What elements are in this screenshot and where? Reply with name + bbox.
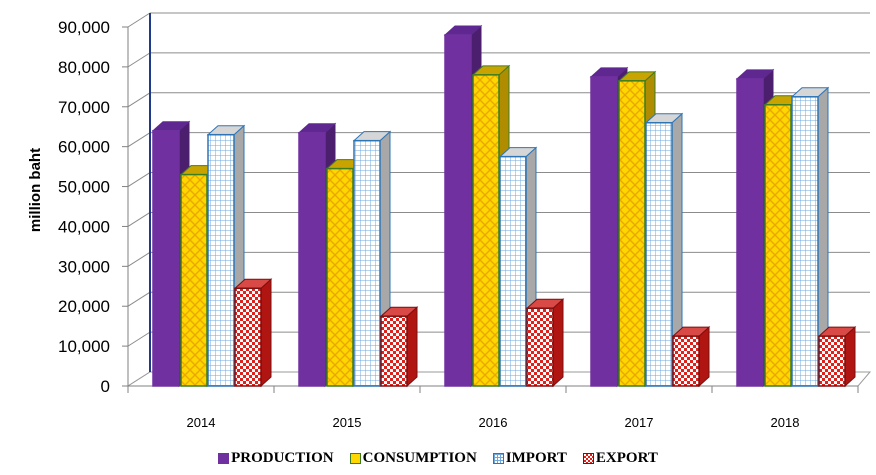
legend-item-export: EXPORT	[582, 450, 658, 467]
bar-import-2016	[498, 146, 538, 388]
y-tick-label: 70,000	[58, 98, 110, 117]
x-tick-label: 2017	[625, 415, 654, 430]
y-tick-label: 50,000	[58, 178, 110, 197]
bar-front	[526, 307, 554, 387]
gridline	[127, 92, 151, 108]
legend-item-import: IMPORT	[492, 450, 567, 467]
bar-export-2016	[525, 298, 565, 388]
bar-front	[234, 287, 262, 387]
y-tick-label: 80,000	[58, 58, 110, 77]
bars	[151, 24, 857, 388]
bar-front	[353, 139, 381, 387]
bar-front	[207, 133, 235, 387]
y-tick-label: 60,000	[58, 138, 110, 157]
bar-side	[698, 326, 710, 388]
bar-front	[818, 335, 846, 387]
bar-front	[791, 96, 819, 387]
bar-import-2017	[644, 112, 684, 388]
gridline	[127, 291, 151, 307]
bar-side	[406, 306, 418, 388]
bar-front	[380, 315, 408, 387]
gridline	[127, 12, 151, 28]
y-tick-label: 90,000	[58, 18, 110, 37]
y-axis-label: million baht	[27, 148, 44, 232]
legend-label: PRODUCTION	[231, 450, 334, 466]
bar-front	[298, 131, 326, 387]
bar-export-2014	[233, 278, 273, 388]
bar-side	[552, 298, 564, 388]
x-tick-label: 2018	[771, 415, 800, 430]
gridline	[127, 132, 151, 148]
x-tick-label: 2015	[333, 415, 362, 430]
bar-front	[444, 34, 472, 387]
y-tick-label: 0	[101, 377, 110, 396]
bar-import-2018	[790, 86, 830, 388]
bar-side	[844, 326, 856, 388]
bar-front	[180, 173, 208, 387]
gridline	[127, 172, 151, 187]
legend-item-production: PRODUCTION	[218, 450, 334, 467]
bar-front	[618, 80, 646, 387]
bar-front	[645, 121, 673, 387]
gridline	[127, 331, 151, 347]
bar-front	[590, 76, 618, 387]
y-tick-label: 40,000	[58, 217, 110, 236]
legend-item-consumption: CONSUMPTION	[349, 450, 477, 467]
y-tick-label: 10,000	[58, 337, 110, 356]
gridline	[127, 52, 151, 68]
gridline	[127, 212, 151, 227]
bar-export-2015	[379, 306, 419, 388]
bar-front	[499, 155, 527, 387]
legend-swatch	[218, 453, 230, 464]
legend-label: IMPORT	[505, 450, 567, 466]
bar-front	[152, 129, 180, 387]
bar-export-2017	[671, 326, 711, 388]
legend-swatch	[492, 453, 504, 464]
bar-front	[672, 335, 700, 387]
legend-swatch	[349, 453, 361, 464]
bar-front	[736, 78, 764, 387]
x-tick-labels: 2014 2015 2016 2017 2018	[187, 415, 800, 430]
bar-import-2014	[206, 124, 246, 388]
bar-front	[326, 167, 354, 387]
y-tick-label: 30,000	[58, 257, 110, 276]
bar-side	[260, 278, 272, 388]
y-tick-label: 20,000	[58, 297, 110, 316]
gridline	[127, 251, 151, 267]
bar-front	[472, 74, 500, 387]
x-tick-label: 2014	[187, 415, 216, 430]
bar-chart: 0 10,000 20,000 30,000 40,000 50,000 60,000 70,…	[27, 12, 872, 430]
bar-export-2018	[817, 326, 857, 388]
legend-swatch	[582, 453, 594, 464]
bar-front	[764, 104, 792, 387]
legend-label: CONSUMPTION	[362, 450, 477, 466]
x-tick-label: 2016	[479, 415, 508, 430]
legend: PRODUCTION CONSUMPTION IMPORT EXPORT	[0, 450, 876, 467]
y-tick-labels: 0 10,000 20,000 30,000 40,000 50,000 60,000 70,…	[58, 18, 110, 396]
legend-label: EXPORT	[595, 450, 658, 466]
